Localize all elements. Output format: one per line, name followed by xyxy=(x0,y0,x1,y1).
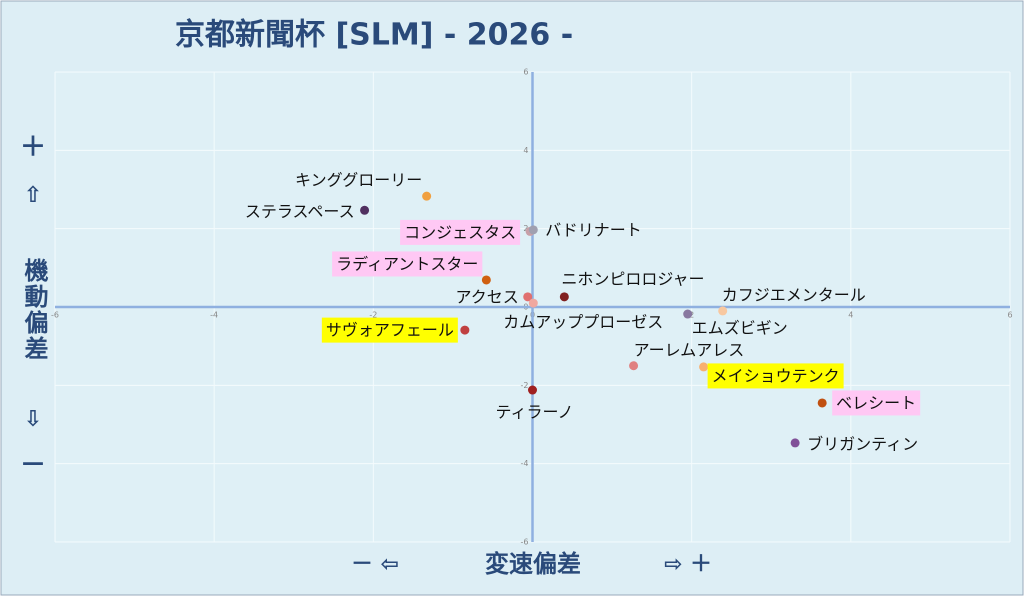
point-label: ニホンピロロジャー xyxy=(561,269,704,288)
point xyxy=(629,361,639,371)
label-highlight xyxy=(332,251,483,277)
y-tick-label: 6 xyxy=(523,68,528,77)
y-tick-label: -4 xyxy=(521,459,529,468)
point-label: ステラスペース xyxy=(245,202,355,221)
x-axis-label: 変速偏差 xyxy=(485,550,581,578)
point-label: サヴォアフェール xyxy=(326,321,454,340)
x-tick-label: -4 xyxy=(210,311,218,320)
x-axis-plus: ⇨ ＋ xyxy=(664,552,712,577)
point xyxy=(360,205,370,215)
label-highlight xyxy=(707,363,844,389)
y-axis-minus: － xyxy=(20,451,46,481)
label-highlight xyxy=(321,317,458,343)
point-label: メイショウテンク xyxy=(712,366,840,385)
point xyxy=(683,309,693,319)
point-label: ラディアントスター xyxy=(336,254,478,273)
point xyxy=(523,292,533,302)
y-tick-label: 2 xyxy=(523,224,528,233)
point-label: カムアッププローゼス xyxy=(503,313,663,332)
point xyxy=(528,298,538,308)
point-label: ティラーノ xyxy=(495,403,573,422)
point xyxy=(422,191,432,201)
point xyxy=(481,275,491,285)
x-tick-label: 4 xyxy=(848,311,853,320)
point xyxy=(718,306,728,316)
point-label: キンググローリー xyxy=(295,171,422,190)
point-label: アクセス xyxy=(456,287,519,306)
point xyxy=(817,398,827,408)
point-label: エムズビギン xyxy=(692,319,788,338)
label-highlight xyxy=(832,390,921,416)
point xyxy=(528,225,538,235)
point-label: カフジエメンタール xyxy=(722,285,866,304)
point-label: ベレシート xyxy=(836,393,916,412)
point-label: コンジェスタス xyxy=(404,223,516,242)
x-axis-minus: － ⇦ xyxy=(351,552,399,577)
y-axis-label: 機動偏差 xyxy=(20,258,48,362)
chart-title: 京都新聞杯 [SLM] - 2026 - xyxy=(175,18,573,53)
point xyxy=(528,385,537,395)
x-tick-label: 6 xyxy=(1007,311,1012,320)
y-tick-label: -6 xyxy=(521,538,529,547)
point-label: バドリナート xyxy=(545,220,641,239)
point xyxy=(699,362,709,372)
point xyxy=(460,325,470,335)
point-label: アーレムアレス xyxy=(634,340,745,359)
x-tick-label: -6 xyxy=(51,311,59,320)
y-axis-plus: ＋ xyxy=(20,133,46,163)
point-label: ブリガンティン xyxy=(807,434,918,453)
y-axis-down: ⇩ xyxy=(24,407,42,432)
point xyxy=(790,438,800,448)
y-tick-label: -2 xyxy=(521,381,529,390)
y-axis-up: ⇧ xyxy=(24,183,42,208)
y-tick-label: 4 xyxy=(523,146,528,155)
x-tick-label: -2 xyxy=(369,311,377,320)
point xyxy=(559,292,569,302)
label-highlight xyxy=(400,219,521,245)
